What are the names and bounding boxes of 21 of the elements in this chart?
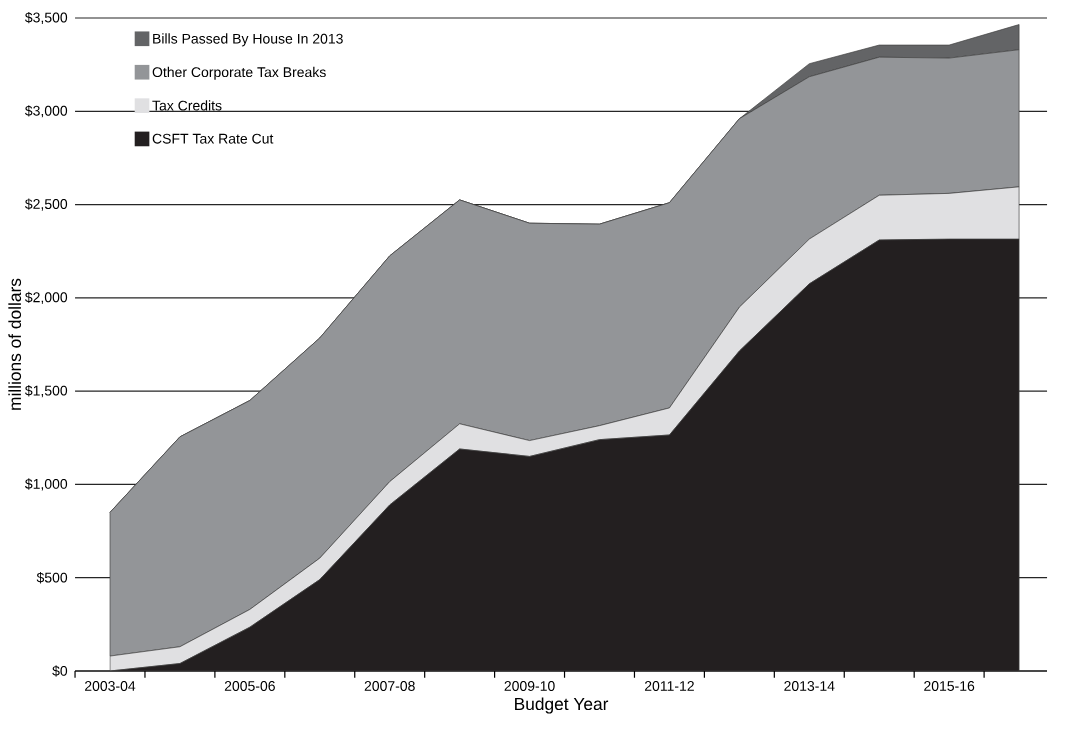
legend-label: Bills Passed By House In 2013 (153, 33, 343, 47)
y-tick-label: $2,500 (25, 198, 68, 211)
x-tick-label: 2011-12 (644, 681, 694, 691)
y-tick-label: $1,500 (25, 385, 68, 398)
legend-label: Other Corporate Tax Breaks (152, 66, 326, 80)
y-tick-label: $3,500 (25, 11, 68, 25)
x-tick-label: 2003-04 (85, 681, 136, 691)
x-tick-label: 2015-16 (924, 681, 975, 691)
y-tick-label: $500 (36, 572, 68, 584)
x-tick-label: 2013-14 (784, 681, 835, 691)
legend-label: Tax Credits (152, 100, 222, 111)
y-axis-title: millions of dollars (8, 278, 22, 410)
x-tick-label: 2009-10 (504, 681, 555, 691)
y-tick-label: $2,000 (25, 291, 68, 304)
x-axis-title: Budget Year (515, 697, 609, 714)
y-tick-label: $1,000 (25, 478, 68, 491)
y-tick-label: $0 (52, 665, 68, 677)
y-tick-label: $3,000 (25, 105, 68, 118)
legend-label: CSFT Tax Rate Cut (152, 133, 274, 144)
x-tick-label: 2007-08 (364, 681, 415, 691)
x-tick-label: 2005-06 (224, 681, 275, 691)
